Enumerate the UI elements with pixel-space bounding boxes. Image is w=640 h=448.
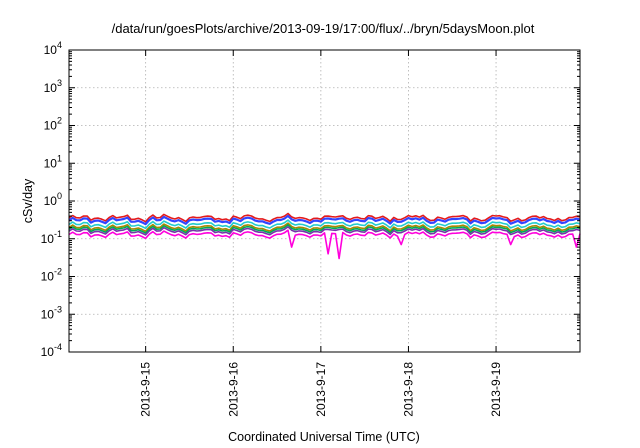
series-line — [68, 222, 581, 233]
x-axis-label: Coordinated Universal Time (UTC) — [228, 430, 420, 444]
series-group — [68, 212, 581, 260]
x-tick-label: 2013-9-15 — [139, 362, 153, 417]
series-line — [68, 226, 581, 236]
x-tick-label: 2013-9-19 — [489, 362, 503, 417]
y-tick-label: 104 — [44, 40, 62, 57]
x-axis: 2013-9-15 2013-9-16 2013-9-17 2013-9-18 2013… — [139, 50, 503, 417]
series-line — [68, 229, 581, 260]
series-line — [68, 212, 581, 223]
y-axis: 10-4 10-3 10-2 10-1 100 101 102 103 104 — [41, 40, 580, 359]
series-line — [68, 219, 581, 230]
y-tick-label: 100 — [44, 191, 62, 208]
series-line — [68, 214, 581, 226]
y-tick-label: 101 — [44, 153, 62, 170]
y-tick-label: 102 — [44, 116, 62, 133]
series-line — [68, 224, 581, 234]
y-tick-label: 10-3 — [41, 304, 62, 321]
y-tick-label: 10-1 — [41, 229, 62, 246]
y-axis-label: cSv/day — [21, 178, 35, 223]
grid — [69, 50, 580, 352]
y-tick-label: 10-4 — [41, 342, 62, 359]
chart-title: /data/run/goesPlots/archive/2013-09-19/1… — [112, 21, 535, 36]
x-tick-label: 2013-9-16 — [226, 362, 240, 417]
y-tick-label: 10-2 — [41, 267, 62, 284]
x-tick-label: 2013-9-17 — [314, 362, 328, 417]
x-tick-label: 2013-9-18 — [401, 362, 415, 417]
y-tick-label: 103 — [44, 78, 62, 95]
